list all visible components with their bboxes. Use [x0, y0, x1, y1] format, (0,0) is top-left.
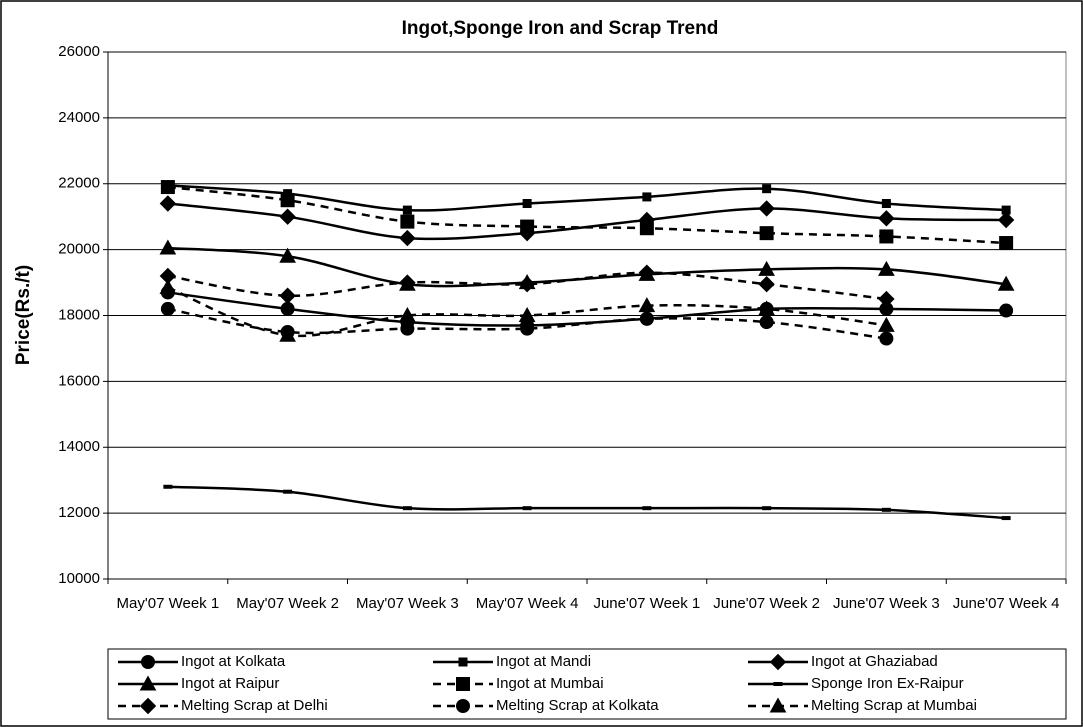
- marker: [642, 192, 652, 202]
- marker: [279, 208, 296, 225]
- x-tick-label: June'07 Week 1: [593, 595, 701, 612]
- series-line: [167, 184, 1007, 212]
- marker: [160, 301, 175, 316]
- legend-marker: [456, 699, 470, 713]
- legend-marker: [458, 657, 468, 667]
- y-tick-label: 12000: [58, 504, 100, 521]
- marker: [280, 193, 295, 208]
- legend-marker: [769, 697, 787, 713]
- y-tick-label: 16000: [58, 372, 100, 389]
- legend-label: Ingot at Ghaziabad: [811, 653, 938, 670]
- marker: [759, 226, 774, 241]
- y-tick-label: 20000: [58, 241, 100, 258]
- marker: [518, 306, 536, 322]
- marker: [399, 274, 416, 291]
- x-tick-label: May'07 Week 2: [236, 595, 339, 612]
- marker: [758, 200, 775, 217]
- legend-label: Melting Scrap at Delhi: [181, 697, 328, 714]
- legend-label: Melting Scrap at Kolkata: [496, 697, 659, 714]
- marker: [399, 229, 416, 247]
- y-tick-label: 14000: [58, 438, 100, 455]
- marker: [279, 326, 296, 342]
- marker: [639, 221, 654, 236]
- marker: [400, 214, 415, 229]
- marker: [399, 306, 416, 322]
- y-tick-label: 18000: [58, 306, 100, 323]
- legend-marker: [769, 653, 787, 671]
- legend-marker: [456, 677, 470, 691]
- marker: [999, 303, 1014, 318]
- marker: [160, 180, 175, 195]
- series-line: [167, 202, 1007, 241]
- marker: [522, 199, 532, 209]
- marker: [878, 210, 895, 227]
- x-tick-label: June'07 Week 2: [713, 595, 821, 612]
- marker: [638, 297, 656, 313]
- marker: [758, 300, 775, 316]
- marker: [402, 506, 412, 511]
- y-tick-label: 24000: [58, 109, 100, 126]
- marker: [520, 219, 535, 234]
- marker: [283, 489, 293, 494]
- chart-title: Ingot,Sponge Iron and Scrap Trend: [402, 18, 719, 39]
- marker: [163, 484, 173, 489]
- marker: [159, 195, 177, 212]
- legend-label: Ingot at Raipur: [181, 675, 279, 692]
- marker: [881, 507, 891, 512]
- marker: [279, 287, 296, 304]
- marker: [879, 229, 894, 244]
- series-line: [167, 246, 1007, 288]
- legend-label: Ingot at Kolkata: [181, 653, 286, 670]
- marker: [518, 276, 536, 293]
- marker: [638, 264, 656, 281]
- y-tick-label: 10000: [58, 570, 100, 587]
- legend-marker: [139, 697, 157, 715]
- x-tick-label: May'07 Week 4: [475, 595, 579, 612]
- marker: [879, 331, 894, 346]
- marker: [1001, 516, 1011, 521]
- marker: [878, 260, 895, 276]
- marker: [762, 506, 772, 511]
- legend-box: [107, 648, 1067, 720]
- marker: [159, 239, 177, 255]
- marker: [402, 205, 412, 215]
- legend-marker: [773, 682, 783, 686]
- legend-marker: [141, 655, 155, 669]
- marker: [522, 506, 532, 511]
- series-line: [167, 185, 1007, 245]
- marker: [997, 211, 1015, 229]
- y-axis-label: Price(Rs./t): [13, 265, 34, 365]
- marker: [642, 506, 652, 511]
- legend-label: Ingot at Mandi: [496, 653, 591, 670]
- marker: [881, 199, 891, 209]
- marker: [159, 278, 177, 295]
- legend-marker: [139, 675, 157, 691]
- marker: [997, 275, 1015, 291]
- marker: [279, 247, 296, 263]
- x-tick-label: May'07 Week 3: [356, 595, 459, 612]
- marker: [759, 315, 774, 330]
- x-tick-label: June'07 Week 3: [832, 595, 940, 612]
- legend-label: Melting Scrap at Mumbai: [811, 697, 977, 714]
- y-tick-label: 26000: [58, 43, 100, 60]
- marker: [520, 321, 535, 336]
- marker: [762, 184, 772, 194]
- x-tick-label: May'07 Week 1: [116, 595, 220, 612]
- marker: [878, 290, 895, 308]
- marker: [758, 260, 775, 276]
- marker: [758, 276, 775, 293]
- series-line: [167, 485, 1007, 520]
- marker: [639, 311, 654, 326]
- marker: [400, 321, 415, 336]
- marker: [878, 316, 895, 332]
- marker: [999, 236, 1014, 251]
- legend-label: Ingot at Mumbai: [496, 675, 604, 692]
- legend-label: Sponge Iron Ex-Raipur: [811, 675, 964, 692]
- y-tick-label: 22000: [58, 175, 100, 192]
- x-tick-label: June'07 Week 4: [952, 595, 1060, 612]
- marker: [280, 301, 295, 316]
